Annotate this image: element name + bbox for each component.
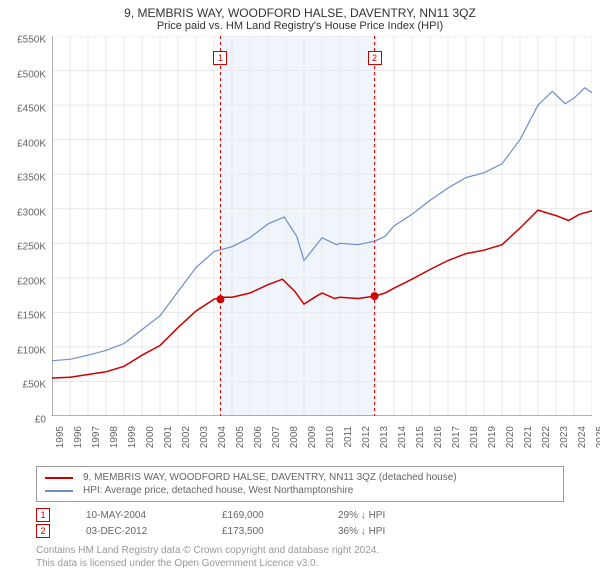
x-axis-labels: 1995 1996 1997 1998 1999 2000 2001 2002 2003 2004… [52,424,592,464]
sale-row: 2 03-DEC-2012 £173,500 36% ↓ HPI [36,524,564,538]
sale-hpi-diff: 29% ↓ HPI [338,510,385,521]
legend-swatch [45,477,73,479]
y-tick-label: £450K [17,104,46,115]
x-tick-label: 2019 [487,426,498,448]
x-tick-label: 2018 [469,426,480,448]
sale-hpi-diff: 36% ↓ HPI [338,526,385,537]
legend-label: 9, MEMBRIS WAY, WOODFORD HALSE, DAVENTRY… [83,472,457,483]
x-tick-label: 2004 [217,426,228,448]
sale-price: £173,500 [222,526,302,537]
x-tick-label: 2013 [379,426,390,448]
x-tick-label: 2003 [199,426,210,448]
sale-date: 03-DEC-2012 [86,526,186,537]
x-tick-label: 2023 [559,426,570,448]
chart-title: 9, MEMBRIS WAY, WOODFORD HALSE, DAVENTRY… [0,0,600,20]
y-tick-label: £500K [17,69,46,80]
x-tick-label: 2020 [505,426,516,448]
x-tick-label: 1999 [127,426,138,448]
license-line: Contains HM Land Registry data © Crown c… [36,544,564,557]
license-text: Contains HM Land Registry data © Crown c… [36,544,564,570]
y-tick-label: £100K [17,345,46,356]
x-tick-label: 1998 [109,426,120,448]
chart-marker-badge: 2 [368,51,382,65]
x-tick-label: 2007 [271,426,282,448]
x-tick-label: 2011 [343,426,354,448]
x-tick-label: 2022 [541,426,552,448]
chart-area: 12 [52,36,592,416]
x-tick-label: 2010 [325,426,336,448]
sale-marker-badge: 2 [36,524,50,538]
legend: 9, MEMBRIS WAY, WOODFORD HALSE, DAVENTRY… [36,466,564,502]
sale-row: 1 10-MAY-2004 £169,000 29% ↓ HPI [36,508,564,522]
y-tick-label: £400K [17,138,46,149]
sale-price: £169,000 [222,510,302,521]
y-tick-label: £550K [17,35,46,46]
x-tick-label: 1996 [73,426,84,448]
legend-label: HPI: Average price, detached house, West… [83,485,353,496]
x-tick-label: 1997 [91,426,102,448]
x-tick-label: 2006 [253,426,264,448]
x-tick-label: 1995 [55,426,66,448]
x-tick-label: 2021 [523,426,534,448]
x-tick-label: 2024 [577,426,588,448]
y-axis-labels: £0£50K£100K£150K£200K£250K£300K£350K£400… [0,40,50,420]
x-tick-label: 2009 [307,426,318,448]
x-tick-label: 2002 [181,426,192,448]
y-tick-label: £350K [17,173,46,184]
sales-rows: 1 10-MAY-2004 £169,000 29% ↓ HPI 2 03-DEC-201… [0,508,600,538]
x-tick-label: 2025 [595,426,600,448]
x-tick-label: 2015 [415,426,426,448]
x-tick-label: 2012 [361,426,372,448]
license-line: This data is licensed under the Open Gov… [36,557,564,570]
y-tick-label: £200K [17,276,46,287]
x-tick-label: 2008 [289,426,300,448]
y-tick-label: £250K [17,242,46,253]
chart-container: 9, MEMBRIS WAY, WOODFORD HALSE, DAVENTRY… [0,0,600,560]
chart-marker-badge: 1 [213,51,227,65]
x-tick-label: 2005 [235,426,246,448]
sale-date: 10-MAY-2004 [86,510,186,521]
sale-marker-badge: 1 [36,508,50,522]
legend-item: HPI: Average price, detached house, West… [45,484,555,497]
y-tick-label: £150K [17,311,46,322]
x-tick-label: 2000 [145,426,156,448]
x-tick-label: 2016 [433,426,444,448]
y-tick-label: £50K [23,380,46,391]
x-tick-label: 2017 [451,426,462,448]
legend-item: 9, MEMBRIS WAY, WOODFORD HALSE, DAVENTRY… [45,471,555,484]
x-tick-label: 2014 [397,426,408,448]
y-tick-label: £0 [35,415,46,426]
chart-subtitle: Price paid vs. HM Land Registry's House … [0,20,600,32]
legend-swatch [45,490,73,492]
chart-svg [52,36,592,416]
y-tick-label: £300K [17,207,46,218]
x-tick-label: 2001 [163,426,174,448]
